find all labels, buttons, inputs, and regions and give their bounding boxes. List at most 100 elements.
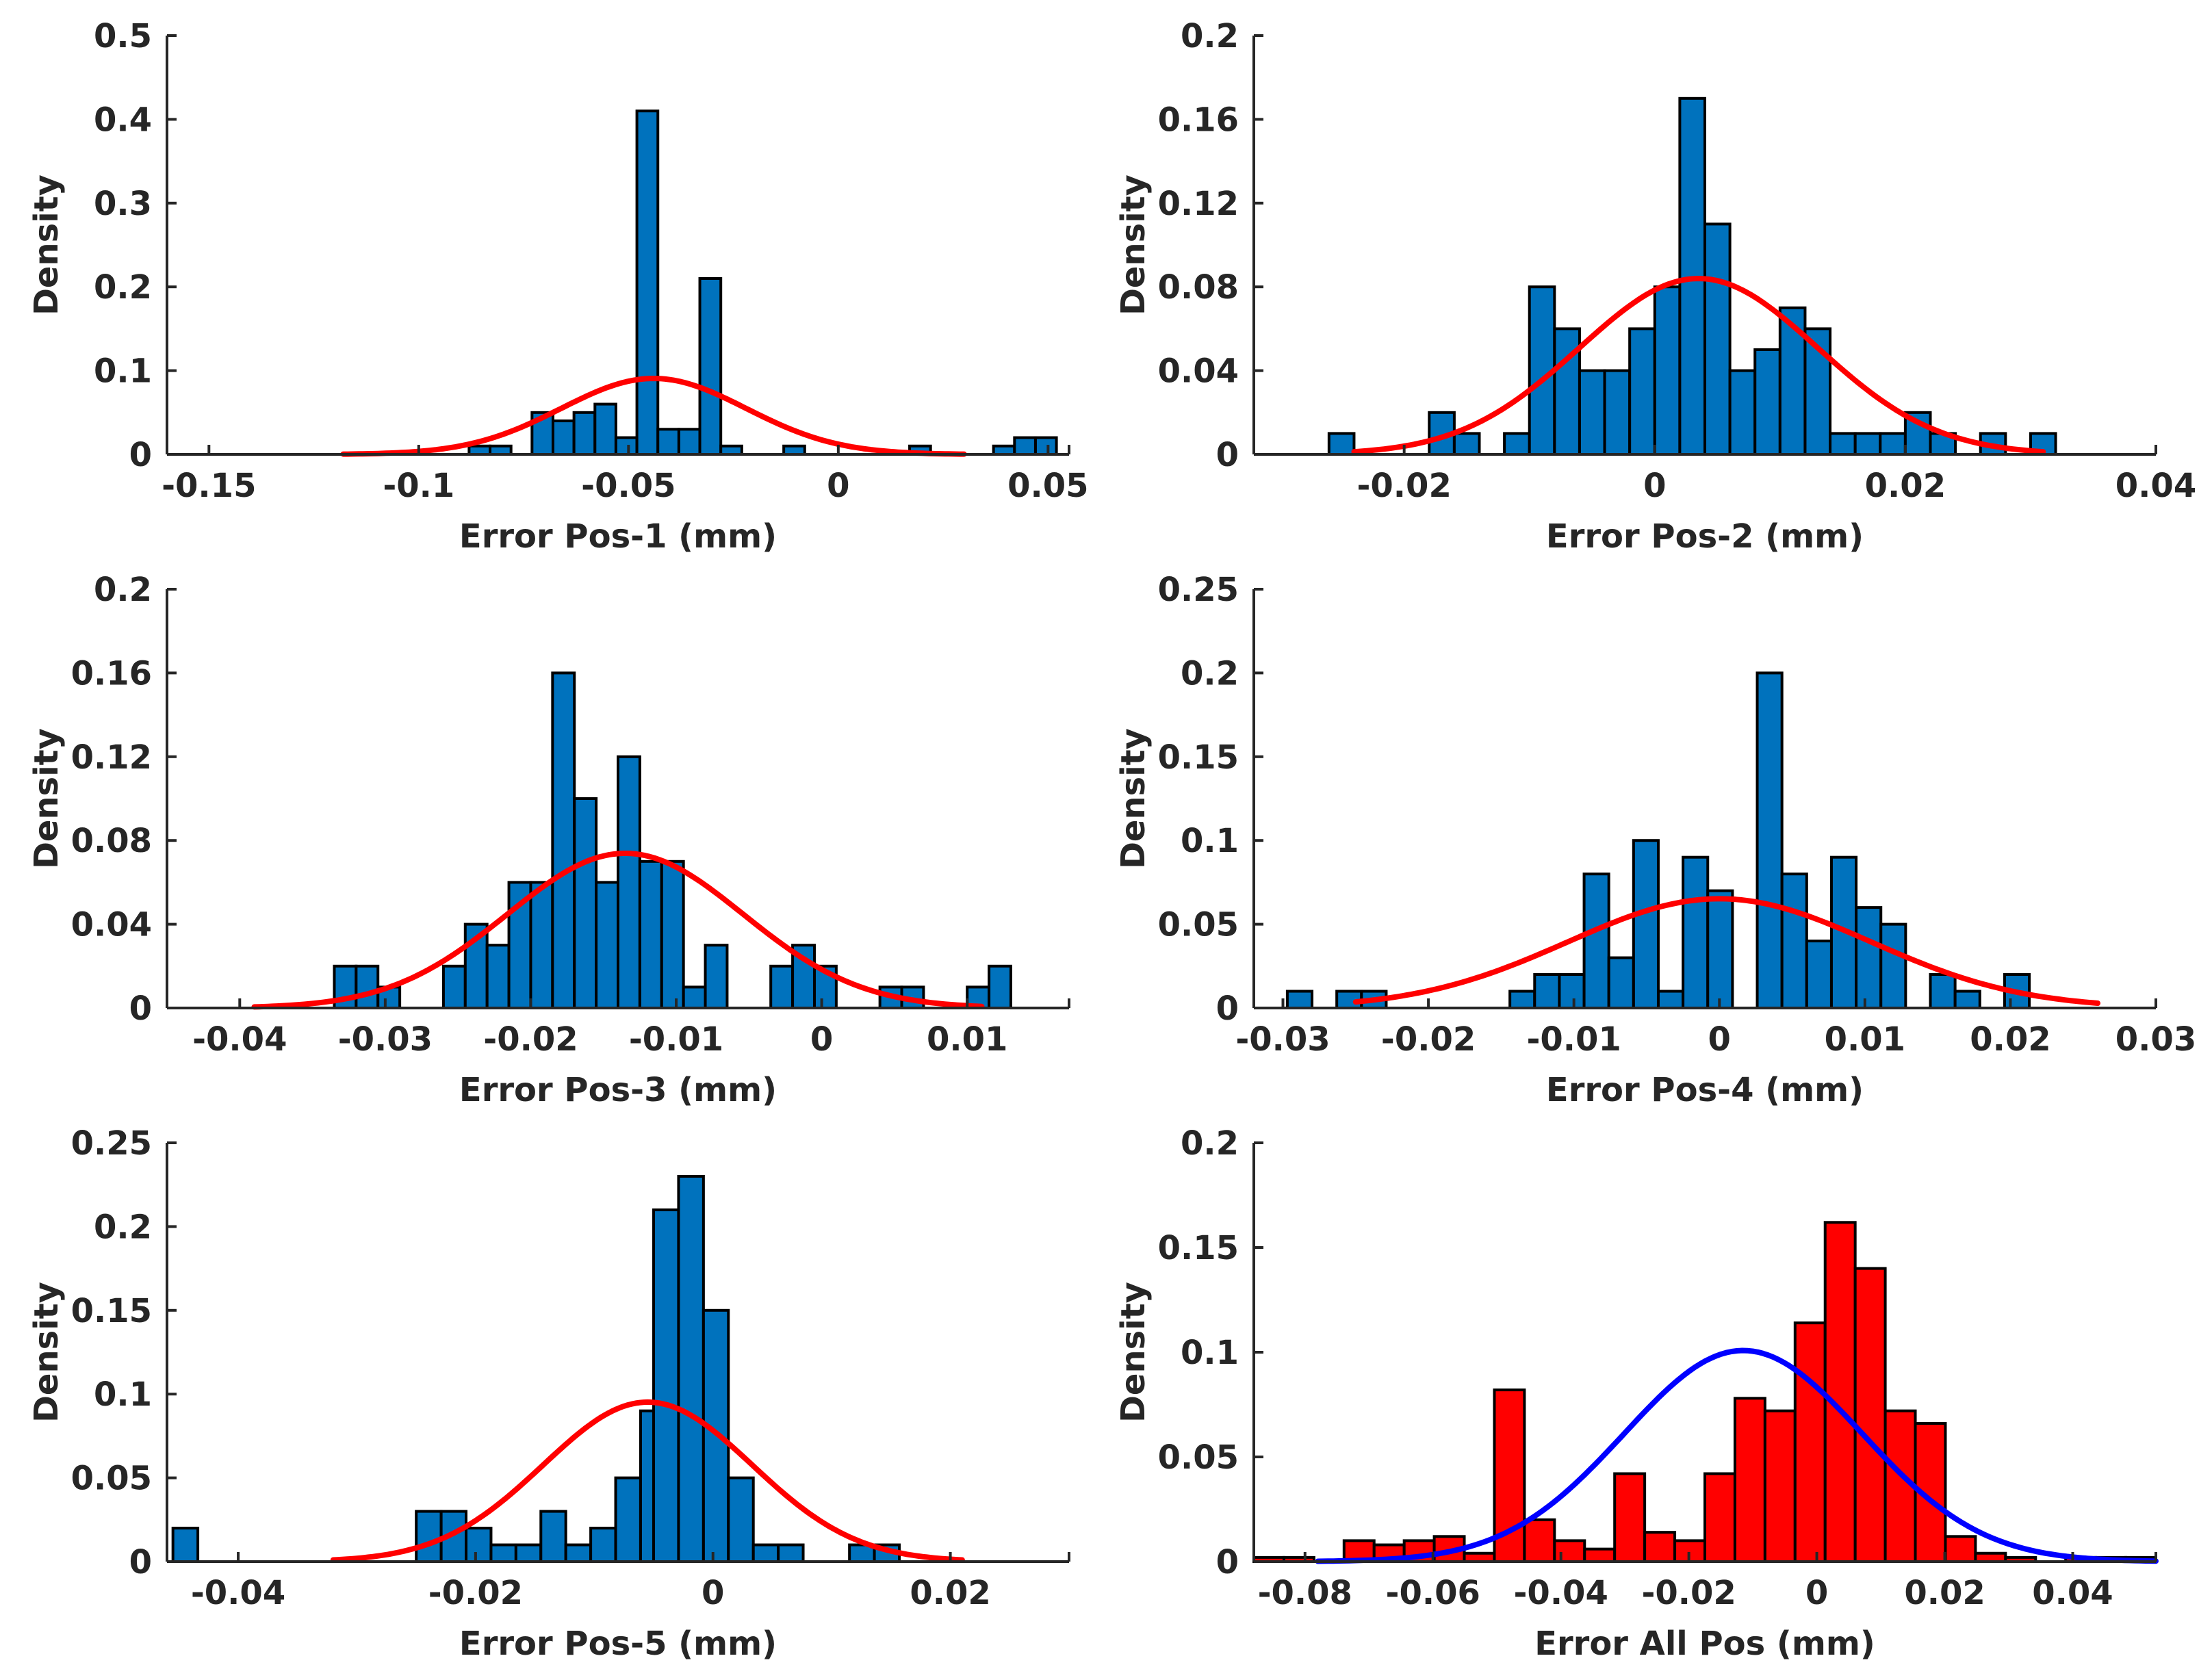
histogram-bar xyxy=(1879,922,1907,1009)
x-tick-label: 0 xyxy=(1708,1020,1731,1059)
histogram-bar xyxy=(614,1476,642,1564)
histogram-bar xyxy=(1643,1531,1677,1563)
x-tick-label: 0.04 xyxy=(2032,1574,2113,1612)
histogram-bar xyxy=(635,109,660,456)
histogram-bar xyxy=(1553,1539,1586,1563)
x-tick-label: -0.08 xyxy=(1258,1574,1352,1612)
x-tick-label: -0.04 xyxy=(1514,1574,1608,1612)
y-tick-label: 0.3 xyxy=(94,185,152,223)
y-tick-label: 0.2 xyxy=(94,1208,152,1246)
histogram-bar xyxy=(656,428,680,456)
y-axis-label: Density xyxy=(1114,175,1153,315)
histogram-bar xyxy=(1879,432,1907,456)
x-tick-label: 0.03 xyxy=(2115,1020,2196,1059)
histogram-bar xyxy=(1583,1547,1617,1563)
x-axis-label: Error Pos-3 (mm) xyxy=(459,1071,777,1109)
histogram-bar xyxy=(1603,369,1632,456)
y-tick-label: 0.08 xyxy=(1158,268,1239,307)
x-tick-label: 0.02 xyxy=(1904,1574,1985,1612)
y-tick-label: 0.2 xyxy=(1181,1124,1239,1163)
histogram-bar xyxy=(1327,432,1356,456)
histogram-bar xyxy=(1853,1267,1887,1563)
x-tick-label: 0.04 xyxy=(2115,467,2196,505)
x-tick-label: -0.02 xyxy=(1641,1574,1736,1612)
histogram-bar xyxy=(485,944,511,1009)
histogram-bar xyxy=(1829,432,1857,456)
x-tick-label: 0.02 xyxy=(1970,1020,2050,1059)
x-tick-label: -0.02 xyxy=(1356,467,1451,505)
x-tick-label: -0.1 xyxy=(383,467,454,505)
y-tick-label: 0.12 xyxy=(71,738,152,777)
y-tick-label: 0.08 xyxy=(71,822,152,860)
normal-fit-curve xyxy=(1351,276,2046,455)
y-tick-label: 0.2 xyxy=(94,571,152,609)
y-tick-label: 0.15 xyxy=(71,1292,152,1330)
y-tick-label: 0.2 xyxy=(1181,654,1239,693)
x-tick-label: 0.01 xyxy=(927,1020,1007,1059)
x-tick-label: -0.02 xyxy=(1381,1020,1476,1059)
y-tick-label: 0.1 xyxy=(1181,1334,1239,1372)
histogram-bar xyxy=(1452,432,1481,456)
histogram-bar xyxy=(529,881,554,1010)
histogram-bar xyxy=(1728,369,1757,456)
normal-fit-curve xyxy=(1352,896,2100,1006)
histogram-bar xyxy=(514,1543,543,1564)
histogram-bar xyxy=(415,1510,443,1564)
y-tick-label: 0 xyxy=(129,436,152,474)
histogram-bar xyxy=(1613,1472,1647,1563)
histogram-bar xyxy=(682,985,707,1010)
x-tick-label: 0.02 xyxy=(910,1574,990,1612)
histogram-bar xyxy=(1703,222,1732,456)
chart-panel-5: -0.04 -0.02 0 0.02 0 0.05 0.1 0.15 0.2 0.25 Error … xyxy=(27,1124,1070,1663)
y-tick-label: 0.15 xyxy=(1158,738,1239,777)
y-tick-label: 0.2 xyxy=(1181,17,1239,55)
histogram-bar xyxy=(1607,956,1635,1010)
y-tick-label: 0.15 xyxy=(1158,1229,1239,1267)
histogram-bar xyxy=(1682,855,1710,1010)
histogram-bar xyxy=(988,964,1012,1010)
y-tick-label: 0.1 xyxy=(1181,822,1239,860)
chart-panel-2: -0.02 0 0.02 0.04 0 0.04 0.08 0.12 0.16 0.2 Error … xyxy=(1114,17,2196,556)
x-tick-label: 0 xyxy=(1805,1574,1828,1612)
x-tick-label: -0.04 xyxy=(192,1020,287,1059)
histogram-bar xyxy=(769,964,795,1010)
normal-fit-curve xyxy=(330,1399,965,1563)
x-tick-label: 0 xyxy=(827,467,849,505)
histogram-bar xyxy=(1853,432,1882,456)
y-tick-label: 0.1 xyxy=(94,1375,152,1414)
x-tick-label: -0.15 xyxy=(162,467,256,505)
y-axis-label: Density xyxy=(1114,728,1153,869)
x-tick-label: 0 xyxy=(1643,467,1666,505)
y-tick-label: 0.25 xyxy=(1158,571,1239,609)
x-tick-label: -0.03 xyxy=(1235,1020,1330,1059)
histogram-bar xyxy=(1578,369,1606,456)
y-tick-label: 0.1 xyxy=(94,352,152,391)
x-tick-label: -0.02 xyxy=(483,1020,578,1059)
histogram-bar xyxy=(564,1543,593,1564)
x-tick-label: -0.01 xyxy=(629,1020,723,1059)
histogram-bar xyxy=(1582,873,1610,1010)
histogram-bar xyxy=(171,1527,200,1564)
y-tick-label: 0.16 xyxy=(1158,101,1239,139)
y-tick-label: 0.12 xyxy=(1158,185,1239,223)
histogram-bar xyxy=(1558,973,1586,1010)
x-axis-label: Error Pos-1 (mm) xyxy=(459,517,777,556)
y-tick-label: 0.4 xyxy=(94,101,152,139)
histogram-bar xyxy=(1013,436,1037,456)
histogram-bar xyxy=(489,1543,517,1564)
y-tick-label: 0.04 xyxy=(71,906,152,944)
histogram-bar xyxy=(539,1510,567,1564)
histogram-bar xyxy=(595,881,620,1010)
histogram-bar xyxy=(1929,973,1957,1010)
histogram-bar xyxy=(1632,839,1660,1009)
histogram-bar xyxy=(1653,285,1682,456)
y-tick-label: 0.2 xyxy=(94,268,152,307)
x-tick-label: -0.04 xyxy=(191,1574,285,1612)
x-tick-label: -0.06 xyxy=(1386,1574,1480,1612)
y-axis-label: Density xyxy=(27,175,66,315)
histogram-bar xyxy=(614,436,639,456)
y-tick-label: 0.05 xyxy=(71,1460,152,1498)
histogram-bar xyxy=(751,1543,780,1564)
chart-panel-4: -0.03 -0.02 -0.01 0 0.01 0.02 0.03 0 0.05 0.1 0.15… xyxy=(1114,571,2196,1109)
histogram-bar xyxy=(1805,940,1833,1009)
